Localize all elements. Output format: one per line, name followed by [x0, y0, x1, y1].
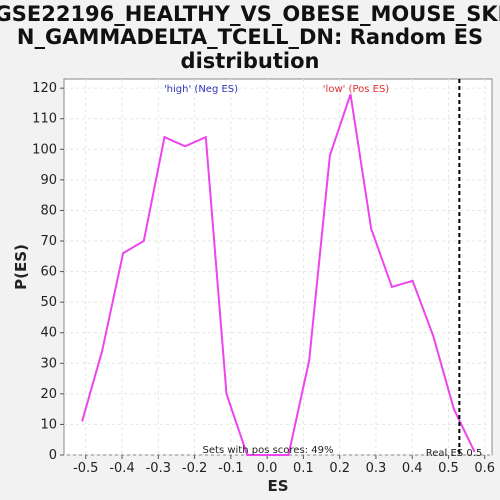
x-tick-label: 0.2	[329, 461, 350, 476]
y-tick-label: 100	[32, 142, 57, 157]
high-neg-es-label: 'high' (Neg ES)	[164, 84, 238, 95]
x-tick-label: 0.0	[257, 461, 278, 476]
x-tick-label: -0.3	[146, 461, 171, 476]
y-axis-label: P(ES)	[12, 244, 30, 290]
pos-scores-label: Sets with pos scores: 49%	[203, 445, 334, 456]
real-es-label: Real ES 0.5	[426, 448, 482, 459]
grid-lines	[64, 79, 492, 456]
x-tick-label: -0.1	[218, 461, 243, 476]
y-tick-label: 90	[40, 173, 57, 188]
y-tick-label: 30	[40, 356, 57, 371]
y-axis-ticks: 0 10 20 30 40 50 60 70 80 90 100 110 120	[32, 81, 64, 463]
chart-title: GSE22196_HEALTHY_VS_OBESE_MOUSE_SKI N_GA…	[0, 2, 500, 73]
y-tick-label: 0	[49, 448, 57, 463]
x-tick-label: 0.3	[366, 461, 387, 476]
y-tick-label: 50	[40, 295, 57, 310]
y-tick-label: 80	[40, 203, 57, 218]
title-line-2: N_GAMMADELTA_TCELL_DN: Random ES	[17, 25, 483, 49]
low-pos-es-label: 'low' (Pos ES)	[323, 84, 390, 95]
x-tick-label: 0.4	[402, 461, 423, 476]
es-distribution-line	[81, 93, 476, 456]
x-tick-label: 0.1	[293, 461, 314, 476]
plot-area	[63, 78, 493, 456]
y-tick-label: 110	[32, 112, 57, 127]
title-line-1: GSE22196_HEALTHY_VS_OBESE_MOUSE_SKI	[0, 2, 500, 26]
x-tick-label: -0.5	[73, 461, 98, 476]
y-tick-label: 60	[40, 265, 57, 280]
y-tick-label: 40	[40, 326, 57, 341]
y-tick-label: 70	[40, 234, 57, 249]
y-tick-label: 120	[32, 81, 57, 96]
title-line-3: distribution	[181, 49, 320, 73]
y-tick-label: 20	[40, 387, 57, 402]
x-tick-label: 0.6	[474, 461, 495, 476]
x-tick-label: -0.2	[182, 461, 207, 476]
x-axis-ticks: -0.5 -0.4 -0.3 -0.2 -0.1 0.0 0.1 0.2 0.3 0.4 0.5 0.…	[73, 455, 495, 476]
x-tick-label: 0.5	[438, 461, 459, 476]
y-tick-label: 10	[40, 417, 57, 432]
x-axis-label: ES	[267, 477, 288, 495]
x-tick-label: -0.4	[109, 461, 134, 476]
